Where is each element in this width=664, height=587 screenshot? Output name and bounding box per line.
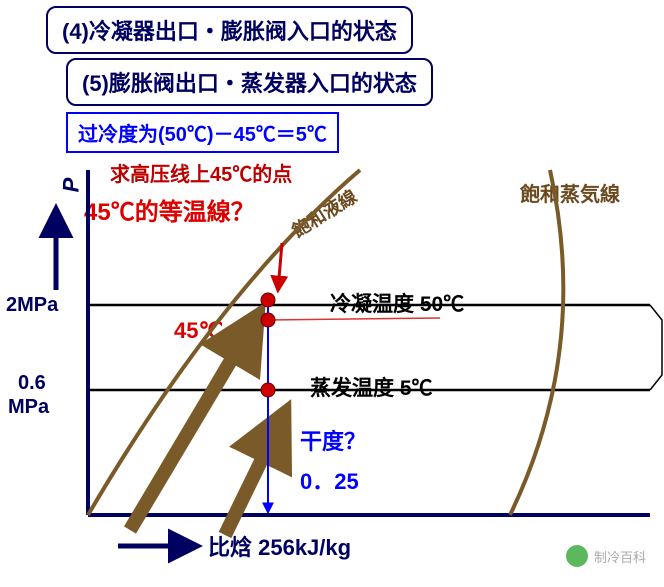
point-hp (261, 293, 275, 307)
point-45c (261, 313, 275, 327)
watermark-text: 制冷百科 (594, 547, 646, 566)
ph-diagram (0, 0, 664, 587)
sat-liquid-curve (88, 170, 360, 515)
isotherm-arrow-2 (225, 418, 282, 535)
red-45c-line (268, 318, 440, 320)
sat-vapor-curve (510, 170, 563, 515)
point-lp (261, 383, 275, 397)
watermark-icon (566, 545, 588, 567)
pressure-bracket (650, 305, 662, 390)
watermark: 制冷百科 (566, 545, 646, 567)
